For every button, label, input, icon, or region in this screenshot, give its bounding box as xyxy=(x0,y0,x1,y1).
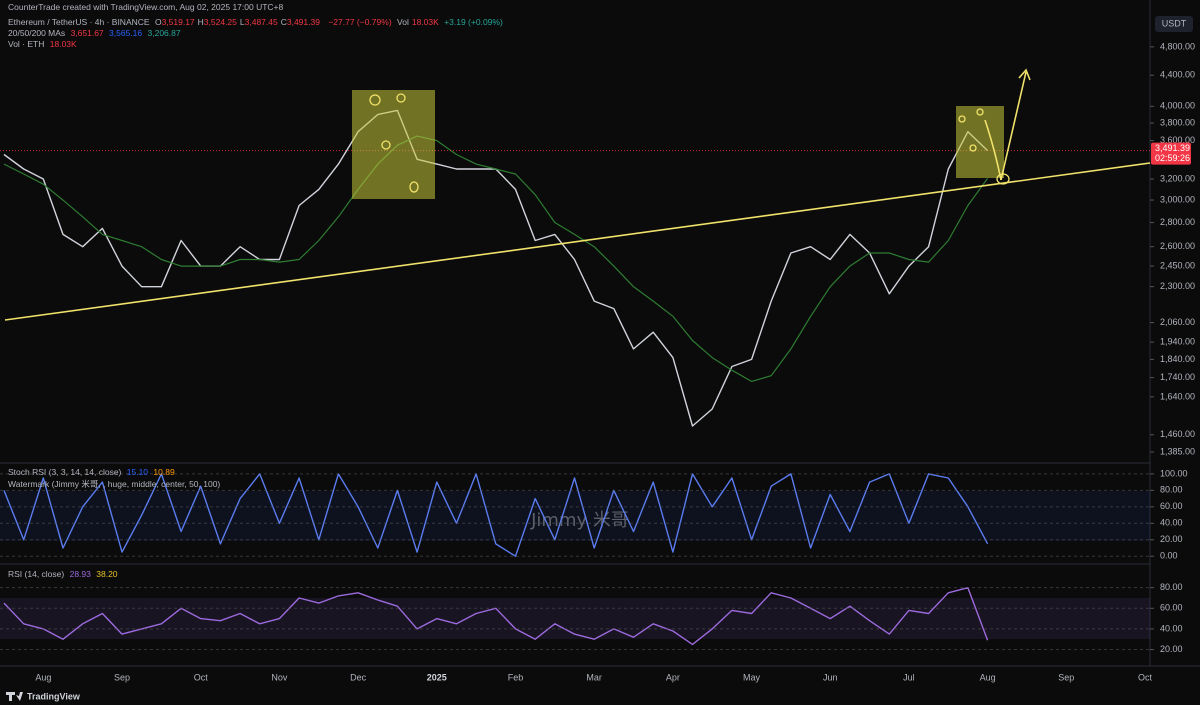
y-tick-label: 1,460.00 xyxy=(1160,429,1195,439)
y-tick-label: 40.00 xyxy=(1160,623,1183,633)
series-line xyxy=(3,135,989,382)
y-tick-label: 3,200.00 xyxy=(1160,173,1195,183)
volume-value: 18.03K xyxy=(49,39,77,49)
last-price-label: 3,491.39 xyxy=(1155,143,1190,153)
x-tick-label: Oct xyxy=(1138,672,1153,682)
series-line xyxy=(3,587,989,646)
x-tick-label: May xyxy=(743,672,761,682)
y-tick-label: 4,400.00 xyxy=(1160,70,1195,80)
y-tick-label: 1,940.00 xyxy=(1160,337,1195,347)
highlight-box xyxy=(352,90,435,199)
ohlc-label: H xyxy=(197,17,204,27)
footer-brand: TradingView xyxy=(27,691,81,701)
stoch-k: 15.10 xyxy=(126,467,149,477)
credit: CounterTrade created with TradingView.co… xyxy=(8,2,284,12)
y-tick-label: 80.00 xyxy=(1160,582,1183,592)
rsi-title: RSI (14, close) xyxy=(8,569,65,579)
y-tick-label: 3,000.00 xyxy=(1160,194,1195,204)
legend-rsi: RSI (14, close) 28.93 38.20 xyxy=(8,569,121,579)
ohlc-value: 3,524.25 xyxy=(203,17,237,27)
x-tick-label: Aug xyxy=(980,672,996,682)
y-tick-label: 1,740.00 xyxy=(1160,372,1195,382)
y-tick-label: 4,800.00 xyxy=(1160,41,1195,51)
series-line xyxy=(3,473,989,557)
y-tick-label: 3,600.00 xyxy=(1160,135,1195,145)
x-tick-label: Dec xyxy=(350,672,367,682)
y-tick-label: 4,000.00 xyxy=(1160,101,1195,111)
x-tick-label: Jun xyxy=(823,672,838,682)
volume-title: Vol · ETH xyxy=(8,39,45,49)
stoch-d: 10.89 xyxy=(153,467,175,477)
x-tick-label: Feb xyxy=(508,672,524,682)
stoch-band xyxy=(0,491,1150,541)
x-tick-label: Aug xyxy=(35,672,51,682)
ma-value: 3,565.16 xyxy=(109,28,143,38)
x-tick-label: Apr xyxy=(666,672,680,682)
x-tick-label: Jul xyxy=(903,672,915,682)
y-tick-label: 60.00 xyxy=(1160,501,1183,511)
currency[interactable]: USDT xyxy=(1162,18,1187,28)
y-tick-label: 2,600.00 xyxy=(1160,241,1195,251)
y-tick-label: 1,640.00 xyxy=(1160,391,1195,401)
highlight-box xyxy=(956,106,1004,178)
change: −27.77 (−0.79%) xyxy=(328,17,392,27)
symbol-title: Ethereum / TetherUS · 4h · BINANCE xyxy=(8,17,150,27)
mas-title: 20/50/200 MAs xyxy=(8,28,66,38)
x-tick-label: Sep xyxy=(1058,672,1074,682)
y-tick-label: 40.00 xyxy=(1160,518,1183,528)
ohlc-value: 3,491.39 xyxy=(286,17,320,27)
vol-label: Vol xyxy=(397,17,409,27)
y-tick-label: 1,840.00 xyxy=(1160,354,1195,364)
y-tick-label: 2,300.00 xyxy=(1160,281,1195,291)
x-tick-label: 2025 xyxy=(427,672,447,682)
legend-volume: Vol · ETH 18.03K xyxy=(8,39,80,49)
ohlc-label: L xyxy=(239,17,245,27)
legend-main: Ethereum / TetherUS · 4h · BINANCE O3,51… xyxy=(8,17,506,27)
y-tick-label: 2,800.00 xyxy=(1160,217,1195,227)
ohlc: O3,519.17 H3,524.25 L3,487.45 C3,491.39 xyxy=(155,17,323,27)
y-tick-label: 80.00 xyxy=(1160,485,1183,495)
last-price-tag xyxy=(1151,142,1191,165)
ohlc-label: C xyxy=(280,17,287,27)
rsi-value: 28.93 xyxy=(69,569,91,579)
x-tick-label: Nov xyxy=(271,672,288,682)
x-tick-label: Sep xyxy=(114,672,130,682)
x-tick-label: Oct xyxy=(194,672,209,682)
vol-value: 18.03K xyxy=(411,17,439,27)
vol-change: +3.19 (+0.09%) xyxy=(444,17,503,27)
y-tick-label: 20.00 xyxy=(1160,644,1183,654)
trend-line xyxy=(4,162,1151,321)
arrow xyxy=(1000,68,1031,181)
y-tick-label: 1,385.00 xyxy=(1160,446,1195,456)
y-tick-label: 3,800.00 xyxy=(1160,117,1195,127)
stoch-title: Stoch RSI (3, 3, 14, 14, close) xyxy=(8,467,122,477)
ohlc-value: 3,487.45 xyxy=(244,17,278,27)
legend-stoch: Stoch RSI (3, 3, 14, 14, close) 15.10 10… xyxy=(8,467,178,477)
x-tick-label: Mar xyxy=(586,672,602,682)
rsi-ma: 38.20 xyxy=(96,569,118,579)
y-tick-label: 20.00 xyxy=(1160,534,1183,544)
sketch-marks xyxy=(369,93,1010,193)
y-tick-label: 60.00 xyxy=(1160,603,1183,613)
ma-value: 3,206.87 xyxy=(147,28,181,38)
currency-badge[interactable] xyxy=(1155,16,1193,32)
drawings xyxy=(4,68,1151,321)
y-tick-label: 2,450.00 xyxy=(1160,260,1195,270)
ohlc-value: 3,519.17 xyxy=(161,17,195,27)
rsi-band xyxy=(0,598,1150,639)
ma-value: 3,651.67 xyxy=(70,28,104,38)
ohlc-label: O xyxy=(154,17,162,27)
tv-logo xyxy=(6,692,23,701)
y-tick-label: 2,060.00 xyxy=(1160,317,1195,327)
watermark: Jimmy 米哥 xyxy=(530,510,629,531)
y-tick-label: 100.00 xyxy=(1160,468,1188,478)
legend-mas: 20/50/200 MAs 3,651.67 3,565.16 3,206.87 xyxy=(8,28,184,38)
y-tick-label: 0.00 xyxy=(1160,551,1178,561)
countdown: 02:59:26 xyxy=(1155,153,1190,163)
legend-watermark: Watermark (Jimmy 米哥, , huge, middle, cen… xyxy=(8,479,221,489)
